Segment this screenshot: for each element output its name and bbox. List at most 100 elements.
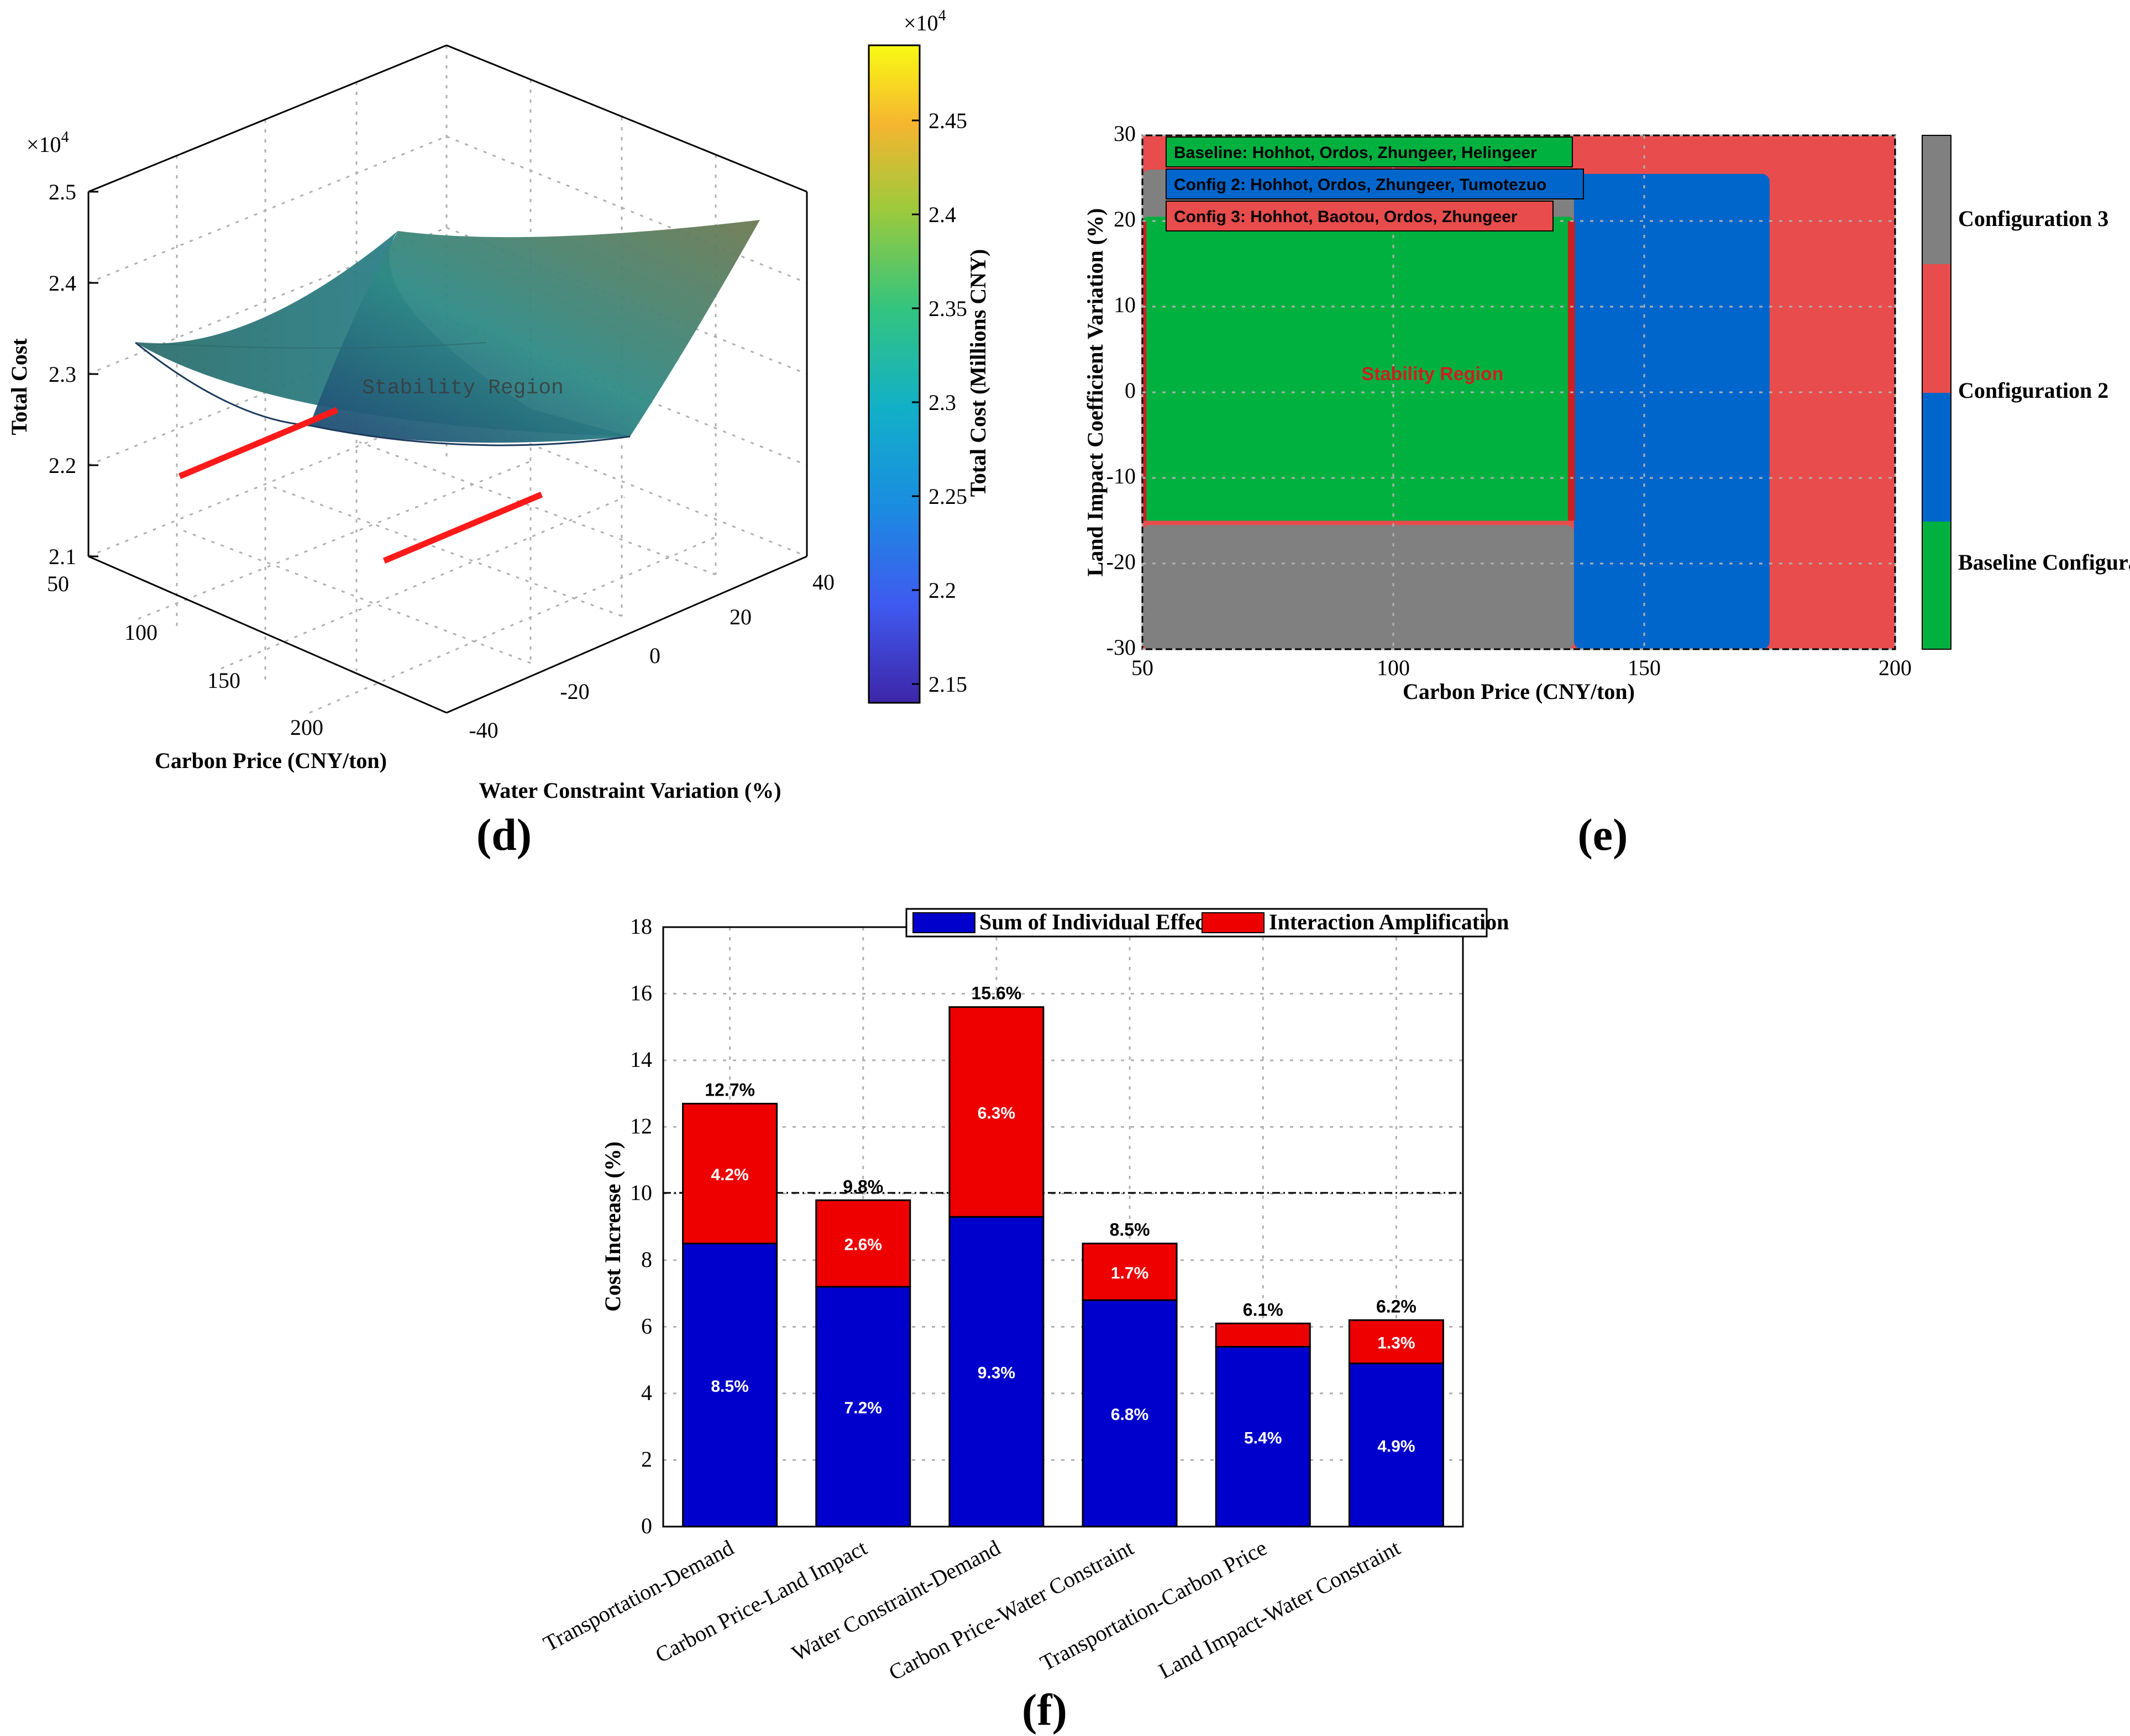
legend-label-interaction: Interaction Amplification <box>1269 909 1509 934</box>
panel-e-x-tick: 50 <box>1131 655 1153 680</box>
panel-d-y-tick: 20 <box>730 604 752 629</box>
panel-e-y-tick: -20 <box>1106 549 1136 574</box>
panel-f-x-tick: Carbon Price-Water Constraint <box>885 1535 1138 1685</box>
legend-item-config-1 <box>1166 136 1573 167</box>
panel-e-cbar-config3 <box>1922 135 1951 264</box>
panel-e-y-tick: -30 <box>1106 635 1136 660</box>
panel-e-xlabel: Carbon Price (CNY/ton) <box>1403 679 1635 704</box>
panel-d-surface <box>135 220 760 446</box>
bar-interaction-3 <box>948 1006 1045 1218</box>
panel-d-colorbar-tick: 2.2 <box>928 578 956 603</box>
panel-e-title: (e) <box>1577 809 1628 860</box>
bar-label-individual-5: 5.4% <box>1244 1429 1282 1447</box>
bar-interaction-4 <box>1082 1243 1178 1301</box>
bar-individual-5 <box>1215 1346 1311 1528</box>
panel-d-colorbar-tick: 2.45 <box>928 108 967 133</box>
panel-d-exponent: ×104 <box>27 129 69 157</box>
panel-e-annotation: Stability Region <box>1362 364 1504 385</box>
panel-d-z-ticks: 2.1 2.2 2.3 2.4 2.5 <box>49 180 98 569</box>
region-baseline <box>1142 217 1574 521</box>
panel-d-colorbar-exponent: ×104 <box>904 7 946 35</box>
panel-d-x-tick: 200 <box>290 715 323 740</box>
bar-total-2: 9.8% <box>843 1176 883 1196</box>
panel-d-z-tick: 2.3 <box>49 362 76 387</box>
bar-label-individual-1: 8.5% <box>711 1377 748 1396</box>
panel-e-x-tick: 100 <box>1377 655 1410 680</box>
bar-total-4: 8.5% <box>1110 1220 1150 1240</box>
bar-individual-3 <box>948 1216 1045 1528</box>
panel-e-y-tick: 10 <box>1114 292 1136 317</box>
panel-e-cbar-red <box>1922 264 1951 393</box>
panel-d-z-tick: 2.1 <box>49 544 76 569</box>
panel-d-y-tick: -40 <box>469 718 498 743</box>
panel-e-ylabel: Land Impact Coefficient Variation (%) <box>1083 208 1108 577</box>
panel-d: Stability Region 2.1 2.2 2.3 2.4 2.5 ×104 To… <box>7 7 990 860</box>
panel-f-y-tick: 18 <box>630 914 652 939</box>
panel-d-colorbar-tick: 2.4 <box>928 202 956 227</box>
panel-d-z-tick: 2.2 <box>49 453 76 478</box>
panel-e-cbar-label-3: Baseline Configuration <box>1958 550 2130 575</box>
bar-total-1: 12.7% <box>705 1080 755 1100</box>
panel-f-x-tick: Land Impact-Water Constraint <box>1155 1535 1404 1684</box>
bar-total-5: 6.1% <box>1243 1300 1283 1319</box>
region-config3-lower <box>1142 525 1574 649</box>
panel-d-x-tick: 50 <box>47 571 69 596</box>
panel-e-x-ticks: 50 100 150 200 <box>1131 655 1912 680</box>
panel-f-y-tick: 6 <box>641 1313 652 1338</box>
bar-interaction-6 <box>1348 1319 1444 1365</box>
bar-label-interaction-4: 1.7% <box>1111 1264 1148 1282</box>
panel-e: Baseline: Hohhot, Ordos, Zhungeer, Helin… <box>1083 121 2130 860</box>
panel-f-bars: 8.5% 4.2% 12.7% 7.2% 2.6% 9.8% 9.3% 6.3% 15.6% 6.… <box>682 983 1444 1528</box>
stability-edge-left <box>1141 221 1147 521</box>
panel-e-grid <box>1141 134 1896 650</box>
panel-e-y-tick: 0 <box>1125 378 1136 403</box>
panel-f-y-tick: 2 <box>641 1446 652 1471</box>
stability-edge-right <box>1567 221 1575 521</box>
bar-label-individual-3: 9.3% <box>978 1364 1015 1382</box>
panel-d-colorbar-tick: 2.35 <box>928 296 967 321</box>
panel-d-x-tick: 150 <box>207 668 240 693</box>
legend-item-config-3 <box>1166 201 1554 232</box>
panel-d-zlabel: Total Cost <box>7 338 32 435</box>
panel-d-colorbar-label: Total Cost (Millions CNY) <box>966 249 990 497</box>
panel-f-frame <box>662 926 1464 1528</box>
panel-f-y-tick: 0 <box>641 1513 652 1538</box>
panel-e-y-tick: 30 <box>1114 121 1136 146</box>
panel-d-y-ticks: -40 -20 0 20 40 <box>469 570 835 743</box>
panel-d-x-tick: 100 <box>124 620 158 645</box>
bar-individual-6 <box>1348 1363 1444 1528</box>
panel-f-title: (f) <box>1022 1685 1067 1735</box>
panel-f-y-tick: 10 <box>630 1180 652 1205</box>
bar-total-3: 15.6% <box>972 983 1022 1003</box>
legend-item-config-2 <box>1166 169 1584 199</box>
panel-f-y-ticks: 0 2 4 6 8 10 12 14 16 18 <box>630 914 652 1538</box>
panel-d-y-tick: 40 <box>812 570 835 595</box>
panel-f-x-tick: Carbon Price-Land Impact <box>651 1535 871 1667</box>
bar-label-interaction-3: 6.3% <box>978 1104 1015 1123</box>
panel-d-title: (d) <box>476 809 532 860</box>
bar-interaction-1 <box>682 1102 778 1245</box>
panel-d-colorbar-ticks: 2.15 2.2 2.25 2.3 2.35 2.4 2.45 <box>912 108 967 697</box>
panel-e-x-tick: 150 <box>1628 655 1661 680</box>
panel-e-legend: Baseline: Hohhot, Ordos, Zhungeer, Helin… <box>1166 136 1584 232</box>
legend-swatch-interaction <box>1202 912 1265 933</box>
panel-e-cbar-config2 <box>1922 393 1951 522</box>
bar-individual-1 <box>682 1243 778 1528</box>
bar-interaction-5 <box>1215 1322 1311 1348</box>
panel-e-cbar-baseline <box>1922 522 1951 649</box>
panel-e-cbar-frame <box>1922 135 1951 650</box>
panel-d-z-tick: 2.5 <box>49 180 76 204</box>
legend-label-config-2: Config 2: Hohhot, Ordos, Zhungeer, Tumot… <box>1174 176 1546 194</box>
panel-f-ylabel: Cost Increase (%) <box>600 1141 625 1312</box>
panel-e-y-ticks: -30 -20 -10 0 10 20 30 <box>1106 121 1136 660</box>
panel-f-y-tick: 14 <box>630 1047 652 1072</box>
bar-total-6: 6.2% <box>1376 1296 1416 1316</box>
panel-f: 8.5% 4.2% 12.7% 7.2% 2.6% 9.8% 9.3% 6.3% 15.6% 6.… <box>539 908 1509 1735</box>
bar-label-individual-2: 7.2% <box>844 1399 882 1417</box>
legend-label-config-3: Config 3: Hohhot, Baotou, Ordos, Zhungee… <box>1174 208 1518 226</box>
bar-label-interaction-1: 4.2% <box>711 1166 748 1184</box>
panel-f-x-tick: Water Constraint-Demand <box>788 1535 1004 1666</box>
panel-d-colorbar-tick: 2.3 <box>928 390 956 415</box>
